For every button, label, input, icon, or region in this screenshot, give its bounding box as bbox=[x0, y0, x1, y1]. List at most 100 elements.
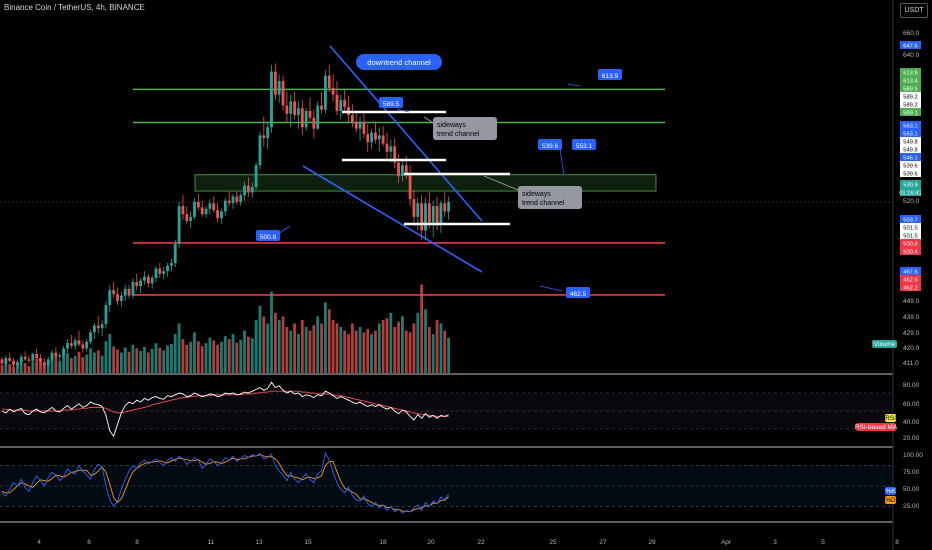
axis-value-tag[interactable]: 530.9 bbox=[900, 180, 921, 188]
axis-value-tag[interactable]: 589.5 bbox=[900, 84, 921, 92]
candle[interactable] bbox=[81, 340, 85, 353]
axis-value-tag[interactable]: 589.2 bbox=[900, 92, 921, 100]
stoch-d-tag[interactable]: %D bbox=[885, 496, 896, 504]
stoch-k-line[interactable] bbox=[1, 451, 449, 514]
candle[interactable] bbox=[85, 339, 89, 352]
candle[interactable] bbox=[308, 97, 312, 122]
candle[interactable] bbox=[393, 138, 397, 168]
axis-value-tag[interactable]: 539.6 bbox=[900, 169, 921, 177]
candle[interactable] bbox=[235, 191, 239, 205]
price-axis[interactable]: 660.0 640.0 520.0 449.0 439.0 429.0 420.0 411.0… bbox=[855, 30, 923, 510]
candle[interactable] bbox=[358, 116, 362, 141]
rsi-tag[interactable]: RSI bbox=[885, 414, 896, 422]
axis-value-tag[interactable]: 501.5 bbox=[900, 223, 921, 231]
candle[interactable] bbox=[354, 110, 358, 133]
candle[interactable] bbox=[135, 273, 139, 291]
axis-value-tag[interactable]: 549.8 bbox=[900, 137, 921, 145]
candle[interactable] bbox=[277, 74, 281, 103]
candle[interactable] bbox=[16, 359, 19, 369]
candle[interactable] bbox=[431, 200, 435, 238]
candle[interactable] bbox=[362, 113, 366, 139]
candle[interactable] bbox=[185, 206, 189, 224]
candle[interactable] bbox=[58, 352, 62, 363]
candle[interactable] bbox=[31, 352, 35, 363]
candle[interactable] bbox=[89, 329, 92, 345]
candle[interactable] bbox=[62, 345, 65, 359]
candle[interactable] bbox=[293, 91, 296, 120]
downtrend-upper-line[interactable] bbox=[329, 45, 483, 222]
candle[interactable] bbox=[208, 199, 212, 215]
candle[interactable] bbox=[327, 64, 331, 92]
axis-value-tag[interactable]: 503.7 bbox=[900, 215, 921, 223]
candle[interactable] bbox=[273, 63, 277, 101]
axis-value-tag[interactable]: 563.1 bbox=[900, 129, 921, 137]
candle[interactable] bbox=[154, 265, 158, 283]
axis-value-tag[interactable]: 539.6 bbox=[900, 161, 921, 169]
axis-value-tag[interactable]: 01:16:41 bbox=[899, 188, 922, 196]
candle[interactable] bbox=[158, 263, 162, 278]
candle[interactable] bbox=[304, 108, 308, 132]
volume-indicator-tag[interactable]: Volume bbox=[872, 340, 897, 348]
candle[interactable] bbox=[324, 70, 327, 114]
candle[interactable] bbox=[73, 337, 77, 350]
candle[interactable] bbox=[262, 116, 266, 147]
stoch-k-tag[interactable]: %K bbox=[885, 487, 896, 495]
candle[interactable] bbox=[377, 127, 381, 152]
candle[interactable] bbox=[220, 208, 223, 224]
candle[interactable] bbox=[150, 275, 154, 289]
sideways-label-1[interactable]: sideways trend channel bbox=[433, 117, 497, 140]
candle[interactable] bbox=[42, 358, 46, 368]
candle[interactable] bbox=[143, 271, 146, 285]
candle[interactable] bbox=[316, 101, 320, 130]
candle[interactable] bbox=[389, 139, 393, 163]
axis-value-tag[interactable]: 462.2 bbox=[900, 283, 921, 291]
candle[interactable] bbox=[173, 239, 177, 268]
price-tag-553[interactable]: 553.1 bbox=[572, 139, 596, 150]
rsi-ma-tag[interactable]: RSI-based MA bbox=[855, 423, 898, 431]
candle[interactable] bbox=[366, 124, 370, 152]
candle[interactable] bbox=[23, 351, 27, 361]
candle[interactable] bbox=[331, 74, 335, 102]
candle[interactable] bbox=[401, 159, 404, 182]
axis-value-tag[interactable]: 500.8 bbox=[900, 239, 921, 247]
axis-value-tag[interactable]: 549.8 bbox=[900, 145, 921, 153]
candle[interactable] bbox=[177, 201, 181, 249]
candle[interactable] bbox=[69, 334, 73, 349]
candlesticks[interactable] bbox=[0, 63, 450, 369]
candle[interactable] bbox=[181, 195, 185, 220]
candle[interactable] bbox=[146, 273, 150, 288]
candle[interactable] bbox=[39, 353, 42, 365]
candle[interactable] bbox=[439, 200, 443, 234]
price-tag-539[interactable]: 539.6 bbox=[538, 139, 562, 150]
candle[interactable] bbox=[12, 358, 15, 368]
candle[interactable] bbox=[212, 196, 216, 213]
candle[interactable] bbox=[424, 197, 427, 240]
candle[interactable] bbox=[281, 75, 285, 111]
candle[interactable] bbox=[223, 197, 227, 216]
stoch-rsi-panel[interactable] bbox=[0, 451, 893, 514]
candle[interactable] bbox=[19, 353, 23, 365]
candle[interactable] bbox=[231, 193, 235, 209]
candle[interactable] bbox=[289, 94, 293, 128]
time-axis[interactable]: 4 6 8 11 13 15 18 20 22 25 27 29 Apr 3 5 8 bbox=[37, 539, 899, 546]
candle[interactable] bbox=[381, 125, 385, 147]
candle[interactable] bbox=[204, 206, 208, 219]
candle[interactable] bbox=[50, 349, 54, 363]
axis-value-tag[interactable]: 647.6 bbox=[900, 41, 921, 49]
candle[interactable] bbox=[162, 267, 166, 280]
axis-value-tag[interactable]: 462.5 bbox=[900, 275, 921, 283]
candle[interactable] bbox=[385, 132, 389, 160]
candle[interactable] bbox=[443, 192, 447, 217]
candle[interactable] bbox=[227, 191, 231, 207]
candle[interactable] bbox=[112, 282, 116, 299]
candle[interactable] bbox=[100, 320, 104, 337]
axis-value-tag[interactable]: 467.6 bbox=[900, 267, 921, 275]
candle[interactable] bbox=[96, 315, 100, 334]
candle[interactable] bbox=[200, 200, 204, 217]
candle[interactable] bbox=[35, 348, 39, 360]
candle[interactable] bbox=[285, 91, 289, 122]
rsi-line[interactable] bbox=[1, 381, 449, 438]
candle[interactable] bbox=[166, 263, 169, 277]
